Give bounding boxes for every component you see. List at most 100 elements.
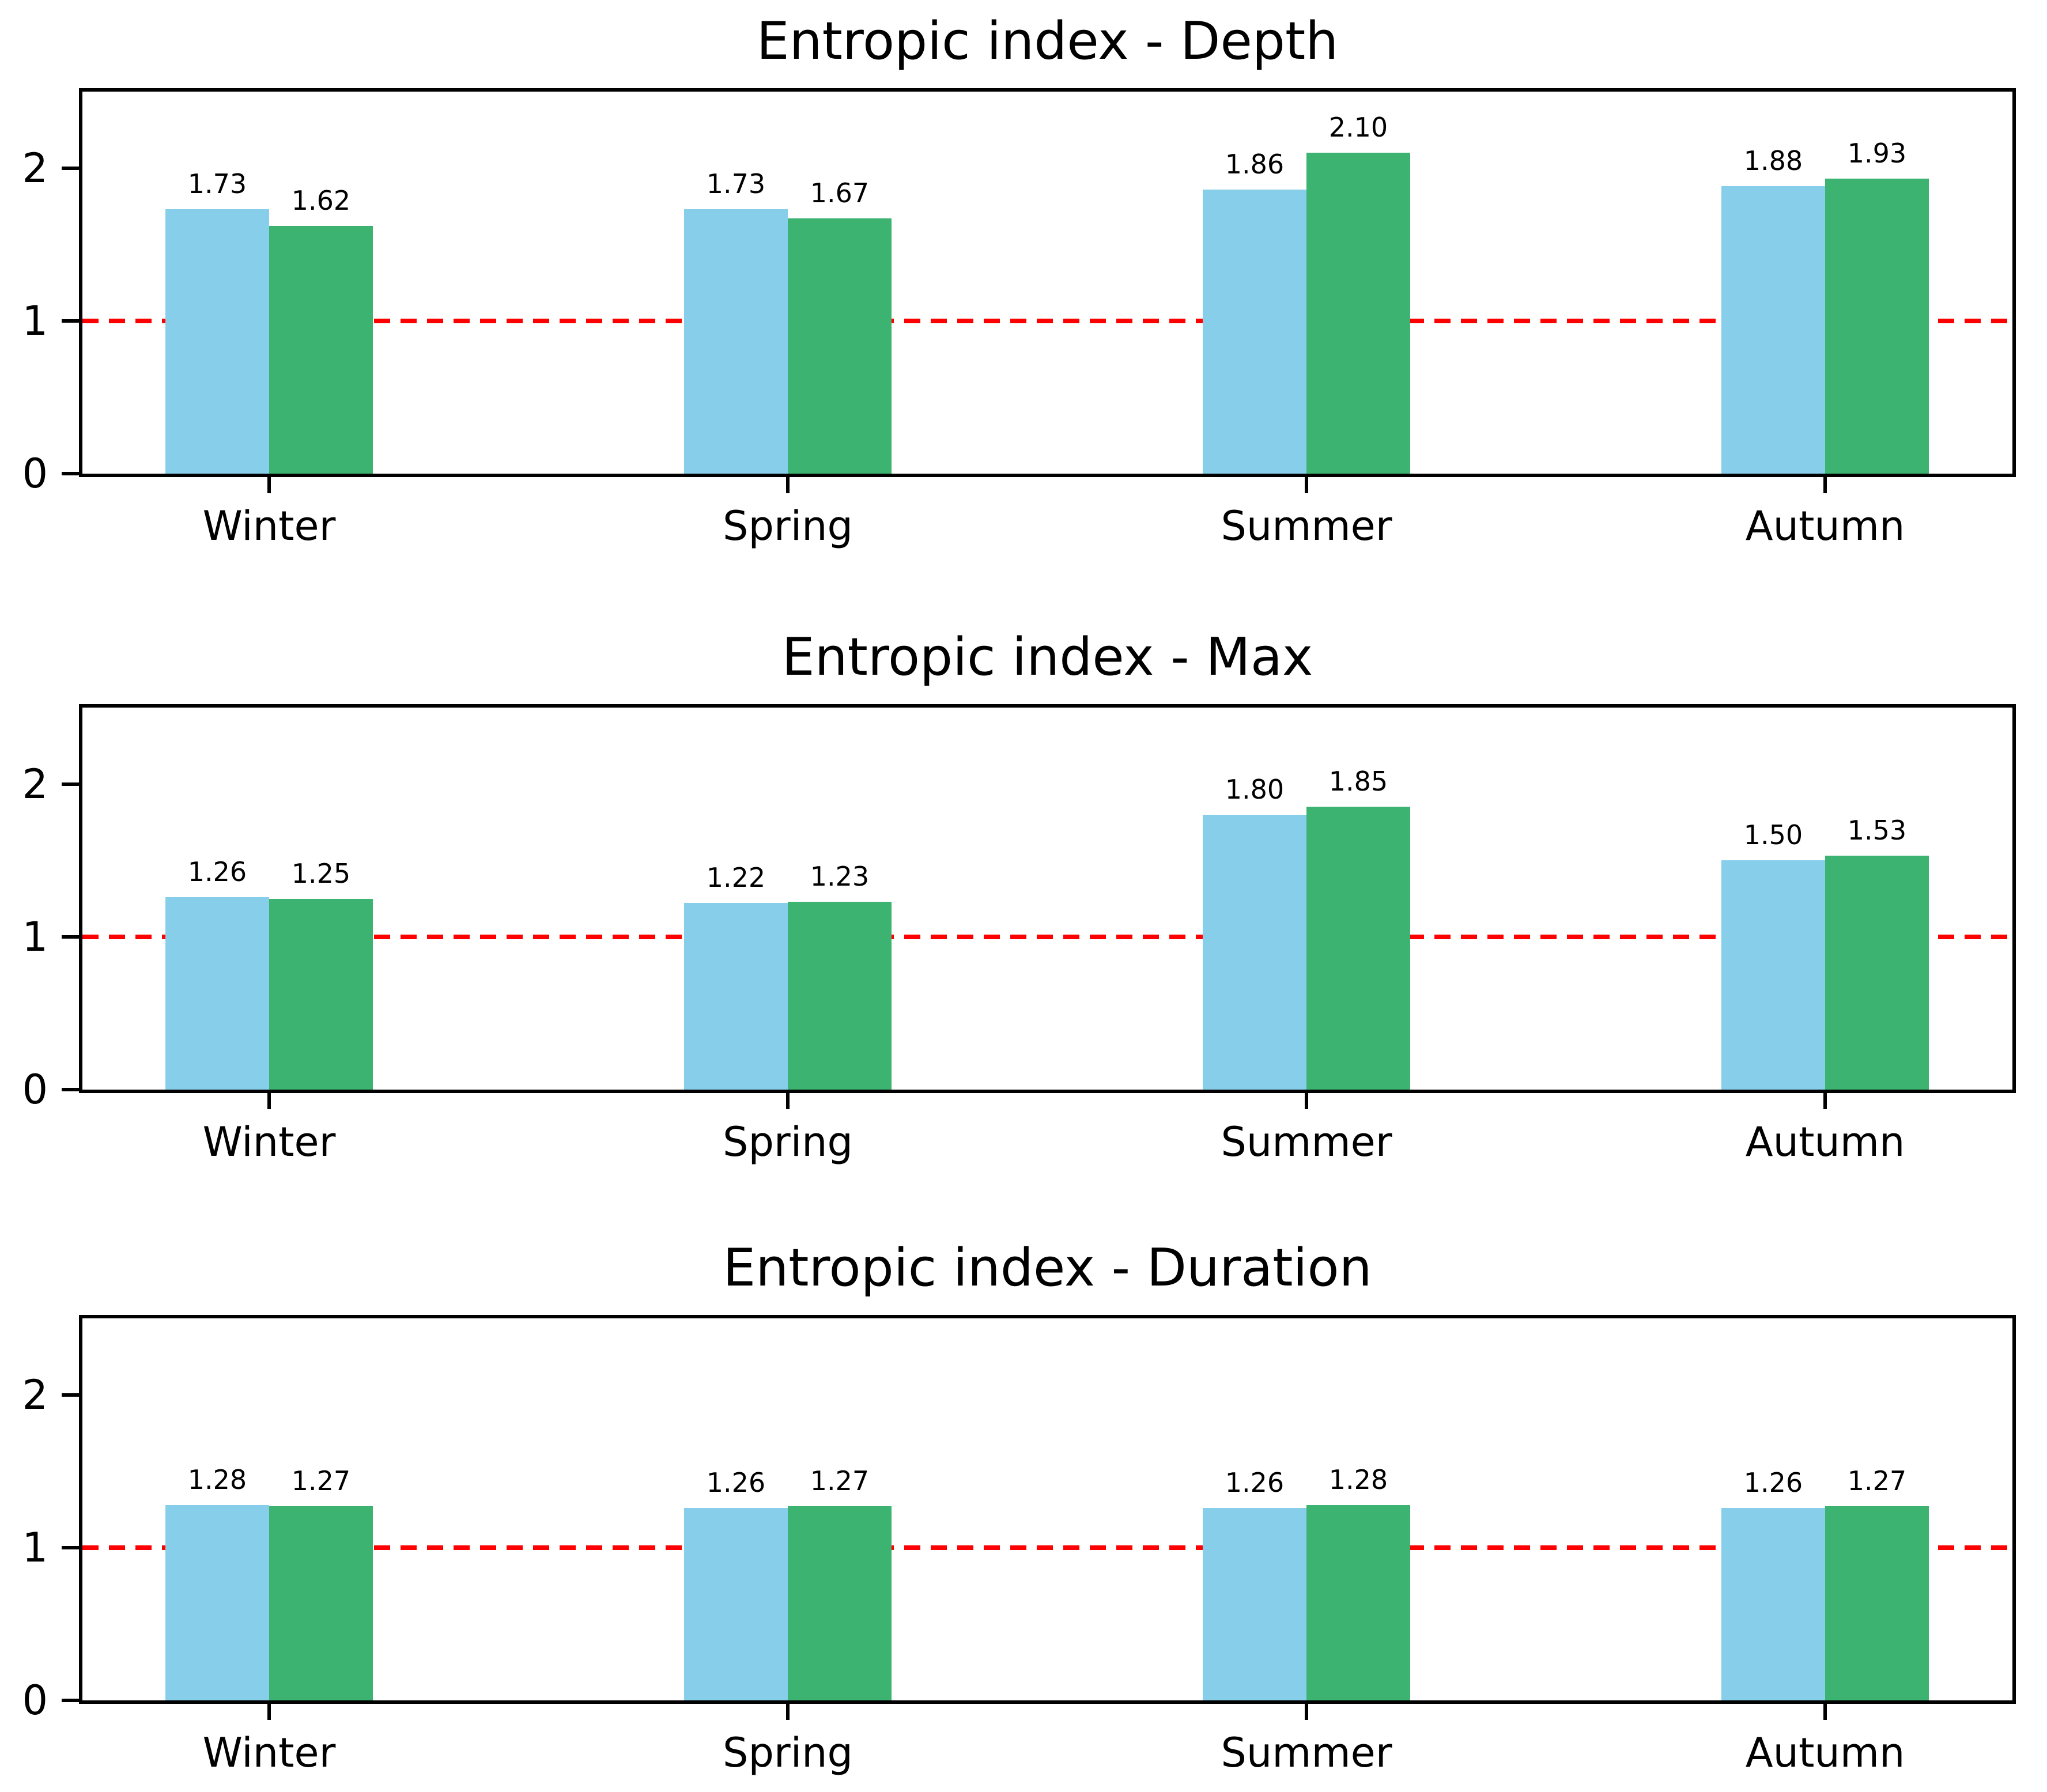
bar-value-label: 1.26 xyxy=(1225,1466,1285,1498)
bar-value-label: 1.88 xyxy=(1743,145,1803,177)
bar-blue xyxy=(684,1507,788,1700)
bar-green xyxy=(1306,1504,1410,1700)
bar-value-label: 2.10 xyxy=(1328,112,1388,143)
bar-value-label: 1.93 xyxy=(1847,138,1907,169)
y-axis-tick-label: 2 xyxy=(22,760,48,808)
y-axis-tick xyxy=(62,1088,79,1091)
x-axis-tick-label: Spring xyxy=(723,1729,853,1776)
x-axis-tick xyxy=(786,477,790,493)
bar-value-label: 1.50 xyxy=(1743,819,1803,851)
x-axis-tick xyxy=(1823,1704,1827,1720)
y-axis-tick-label: 0 xyxy=(22,450,48,497)
x-axis-tick-label: Spring xyxy=(723,1118,853,1166)
bar-value-label: 1.22 xyxy=(706,862,766,894)
bar-blue xyxy=(165,897,269,1090)
x-axis-tick xyxy=(1823,477,1827,493)
bar-value-label: 1.27 xyxy=(1847,1465,1907,1497)
x-axis-tick-label: Summer xyxy=(1221,1118,1392,1166)
bar-blue xyxy=(1203,189,1306,474)
x-axis-tick-label: Autumn xyxy=(1745,1729,1905,1776)
bar-value-label: 1.26 xyxy=(1743,1466,1803,1498)
bar-green xyxy=(788,901,892,1090)
y-axis-tick xyxy=(62,472,79,475)
y-axis-tick-label: 2 xyxy=(22,1371,48,1419)
y-axis-tick-label: 0 xyxy=(22,1677,48,1724)
x-axis-tick-label: Summer xyxy=(1221,502,1392,550)
y-axis-tick-label: 1 xyxy=(22,1523,48,1571)
x-axis-tick-label: Autumn xyxy=(1745,1118,1905,1166)
subplot-max: Entropic index - Max 0 1 2 1.26 1.25 Winter 1.2… xyxy=(0,616,2047,1215)
bar-blue xyxy=(165,209,269,474)
y-axis-tick xyxy=(62,166,79,170)
bar-value-label: 1.67 xyxy=(810,177,870,209)
bar-green xyxy=(788,1506,892,1700)
chart-title: Entropic index - Max xyxy=(781,627,1313,687)
bar-value-label: 1.86 xyxy=(1225,148,1285,180)
bar-green xyxy=(1825,179,1929,474)
bar-blue xyxy=(1203,1507,1306,1700)
bar-value-label: 1.62 xyxy=(291,185,351,217)
bar-value-label: 1.73 xyxy=(187,168,247,200)
bar-value-label: 1.28 xyxy=(1328,1464,1388,1495)
bar-value-label: 1.26 xyxy=(706,1466,766,1498)
reference-line xyxy=(82,934,2012,939)
x-axis-tick xyxy=(786,1093,790,1109)
x-axis-tick xyxy=(1823,1093,1827,1109)
x-axis-tick xyxy=(786,1704,790,1720)
y-axis-tick xyxy=(62,319,79,323)
reference-line xyxy=(82,1545,2012,1550)
bar-green xyxy=(269,226,373,474)
bar-value-label: 1.27 xyxy=(291,1465,351,1497)
bar-green xyxy=(1306,153,1410,474)
chart-title: Entropic index - Depth xyxy=(756,11,1339,71)
bar-value-label: 1.28 xyxy=(187,1464,247,1495)
bar-green xyxy=(269,1506,373,1700)
chart-title: Entropic index - Duration xyxy=(723,1238,1372,1298)
x-axis-tick xyxy=(267,1093,271,1109)
y-axis-tick xyxy=(62,782,79,786)
bar-green xyxy=(1825,856,1929,1090)
bar-value-label: 1.25 xyxy=(291,857,351,889)
bar-blue xyxy=(165,1504,269,1700)
y-axis-tick xyxy=(62,935,79,939)
bar-green xyxy=(788,218,892,474)
bar-value-label: 1.80 xyxy=(1225,773,1285,805)
y-axis-tick xyxy=(62,1699,79,1702)
plot-area: 0 1 2 1.26 1.25 Winter 1.22 1.23 Spring 1.80 1.85 S… xyxy=(22,704,2016,1166)
bar-value-label: 1.73 xyxy=(706,168,766,200)
x-axis-tick-label: Winter xyxy=(202,502,336,550)
y-axis-tick xyxy=(62,1393,79,1397)
bar-green xyxy=(269,898,373,1090)
subplot-depth: Entropic index - Depth 0 1 2 1.73 1.62 Winter 1… xyxy=(0,0,2047,599)
x-axis-tick-label: Spring xyxy=(723,502,853,550)
bar-green xyxy=(1825,1506,1929,1700)
x-axis-tick-label: Autumn xyxy=(1745,502,1905,550)
bar-blue xyxy=(1721,186,1825,474)
y-axis-tick xyxy=(62,1545,79,1549)
y-axis-tick-label: 2 xyxy=(22,144,48,192)
x-axis-tick-label: Winter xyxy=(202,1118,336,1166)
bar-blue xyxy=(1203,814,1306,1090)
x-axis-tick xyxy=(1305,477,1308,493)
x-axis-tick xyxy=(1305,1093,1308,1109)
x-axis-tick-label: Winter xyxy=(202,1729,336,1776)
x-axis-tick xyxy=(267,1704,271,1720)
y-axis-tick-label: 1 xyxy=(22,913,48,961)
bar-blue xyxy=(684,209,788,474)
x-axis-tick xyxy=(267,477,271,493)
bar-value-label: 1.27 xyxy=(810,1465,870,1497)
bar-green xyxy=(1306,807,1410,1090)
y-axis-tick-label: 1 xyxy=(22,297,48,345)
plot-area: 0 1 2 1.73 1.62 Winter 1.73 1.67 Spring 1.86 2.10 S… xyxy=(22,88,2016,550)
bar-blue xyxy=(1721,860,1825,1090)
subplot-duration: Entropic index - Duration 0 1 2 1.28 1.27 Wint… xyxy=(0,1227,2047,1792)
bar-blue xyxy=(684,903,788,1090)
bar-value-label: 1.26 xyxy=(187,856,247,887)
y-axis-tick-label: 0 xyxy=(22,1066,48,1113)
x-axis-tick-label: Summer xyxy=(1221,1729,1392,1776)
x-axis-tick xyxy=(1305,1704,1308,1720)
plot-area: 0 1 2 1.28 1.27 Winter 1.26 1.27 Spring 1.26 1.28 S… xyxy=(22,1315,2016,1776)
reference-line xyxy=(82,318,2012,323)
bar-value-label: 1.85 xyxy=(1328,766,1388,797)
